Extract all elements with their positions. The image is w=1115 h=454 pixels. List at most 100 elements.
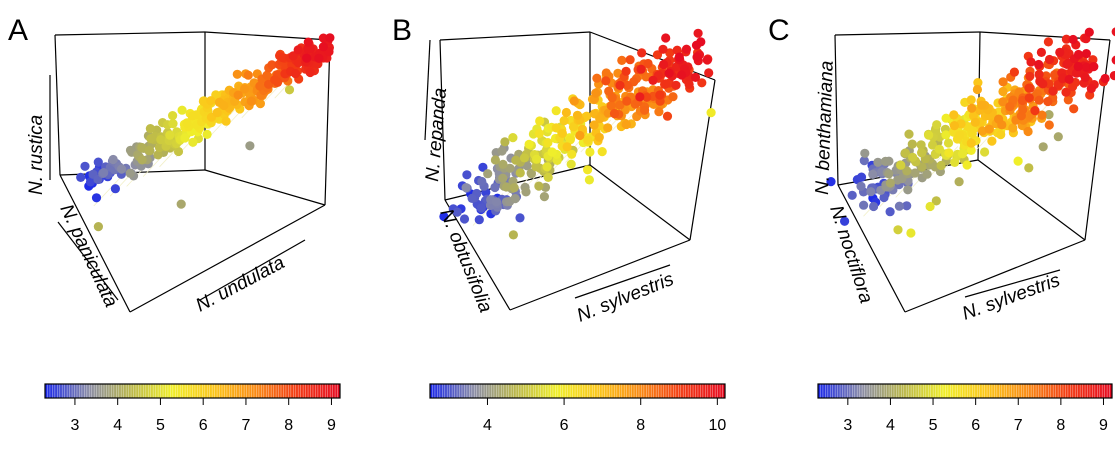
scatter-point [92,193,101,202]
scatter-point [109,155,118,164]
scatter-point [515,213,524,222]
scatter-point [1045,55,1054,64]
panel-a-xlabel: N. undulata [192,252,288,316]
scatter-point [622,97,631,106]
panel-c-points [826,27,1115,237]
scatter-point [615,81,624,90]
panel-c-colorbar: 3456789 [818,384,1112,434]
scatter-point [610,109,619,118]
scatter-point [590,120,599,129]
scatter-point [521,187,530,196]
scatter-point [668,92,677,101]
scatter-point [592,74,601,83]
scatter-point [1024,127,1033,136]
scatter-point [1005,102,1014,111]
scatter-point [492,197,501,206]
scatter-point [80,162,89,171]
scatter-point [980,147,989,156]
scatter-point [704,68,713,77]
scatter-point [1087,84,1096,93]
scatter-point [1112,56,1115,65]
scatter-point [203,130,212,139]
scatter-point [516,168,525,177]
scatter-point [1081,73,1090,82]
scatter-point [1035,77,1044,86]
scatter-point [1037,48,1046,57]
scatter-point [985,125,994,134]
colorbar-tick-label: 3 [70,417,79,434]
scatter-point [682,45,691,54]
scatter-point [1074,50,1083,59]
scatter-point [987,137,996,146]
scatter-point [675,53,684,62]
scatter-point [1010,68,1019,77]
scatter-point [671,81,680,90]
scatter-point [635,92,644,101]
scatter-point [304,38,313,47]
colorbar-tick-label: 5 [156,417,165,434]
scatter-point [543,162,552,171]
scatter-point [156,135,165,144]
scatter-point [663,112,672,121]
scatter-point [534,182,543,191]
colorbar-tick-label: 4 [113,417,122,434]
colorbar-tick-label: 8 [284,417,293,434]
scatter-point [1074,62,1083,71]
scatter-point [468,194,477,203]
scatter-point [314,54,323,63]
scatter-point [1025,93,1034,102]
scatter-point [604,87,613,96]
scatter-point [1048,86,1057,95]
scatter-point [319,42,328,51]
scatter-point [247,97,256,106]
scatter-point [944,138,953,147]
scatter-point [665,69,674,78]
scatter-point [206,96,215,105]
scatter-point [234,91,243,100]
scatter-point [532,155,541,164]
scatter-point [691,73,700,82]
scatter-point [886,207,895,216]
scatter-point [598,147,607,156]
scatter-point [659,60,668,69]
scatter-point [591,89,600,98]
colorbar-tick-label: 4 [886,417,895,434]
scatter-point [1065,75,1074,84]
scatter-point [245,141,254,150]
scatter-point [509,230,518,239]
scatter-point [233,70,242,79]
scatter-point [117,165,126,174]
scatter-point [967,95,976,104]
scatter-point [544,173,553,182]
scatter-point [525,140,534,149]
scatter-point [903,185,912,194]
panel-b-colorbar: 4 6 8 10 [430,384,726,434]
scatter-point [963,160,972,169]
scatter-point [511,156,520,165]
scatter-point [325,33,334,42]
scatter-point [955,177,964,186]
scatter-point [573,111,582,120]
scatter-point [648,76,657,85]
scatter-point [626,55,635,64]
scatter-point [520,153,529,162]
scatter-point [477,203,486,212]
scatter-point [570,96,579,105]
scatter-point [949,110,958,119]
scatter-point [658,45,667,54]
scatter-point [540,192,549,201]
panel-a-zlabel: N. rustica [26,115,47,195]
scatter-point [932,120,941,129]
scatter-point [617,56,626,65]
colorbar-tick-label: 8 [636,417,645,434]
scatter-point [1085,28,1094,37]
scatter-point [896,161,905,170]
scatter-point [967,104,976,113]
scatter-point [996,130,1005,139]
scatter-point [958,149,967,158]
scatter-point [1025,72,1034,81]
scatter-point [1043,97,1052,106]
panel-b: B N. repanda N. obtusifolia N. sylvestri… [392,14,716,327]
scatter-point [703,55,712,64]
scatter-point [622,67,631,76]
